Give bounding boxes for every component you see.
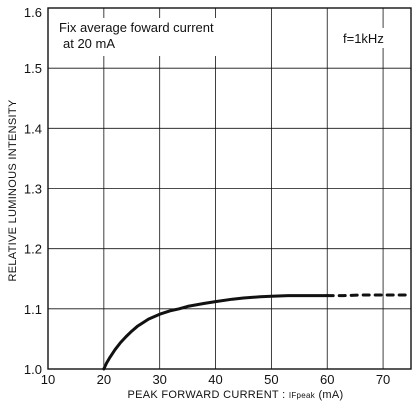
y-tick-label: 1.0 [24,362,42,377]
x-tick-label: 40 [208,372,222,387]
x-axis-label-unit: (mA) [315,389,343,401]
annotation-frequency: f=1kHz [343,31,384,46]
series-line [102,294,329,371]
x-tick-label: 50 [264,372,278,387]
y-tick-label: 1.4 [24,121,42,136]
x-tick-label: 20 [97,372,111,387]
annotation-condition-line1: Fix average foward current [59,20,214,35]
x-axis-label: PEAK FORWARD CURRENT : IFpeak (mA) [128,389,344,401]
x-axis-label-symbol: IFpeak [289,391,316,400]
y-tick-label: 1.1 [24,302,42,317]
annotation-condition-line2: at 20 mA [63,36,115,51]
grid [48,8,411,369]
extrapolated-series-line [325,293,412,298]
frequency-box [338,28,400,48]
y-tick-label: 1.6 [24,5,42,20]
y-axis-label: RELATIVE LUMINOUS INTENSITY [7,99,19,281]
x-tick-label: 60 [320,372,334,387]
x-tick-label: 30 [152,372,166,387]
y-tick-label: 1.2 [24,242,42,257]
x-tick-label: 10 [41,372,55,387]
x-axis-label-text: PEAK FORWARD CURRENT : [128,389,289,401]
series [102,293,412,371]
y-tick-label: 1.3 [24,182,42,197]
x-tick-label: 70 [376,372,390,387]
annotation-box [56,18,254,56]
tick-labels: 10 20 30 40 50 60 70 1.0 1.1 1.2 1.3 1.4 1.5 1.6 [24,5,390,387]
plot-frame [47,7,412,370]
y-tick-label: 1.5 [24,61,42,76]
